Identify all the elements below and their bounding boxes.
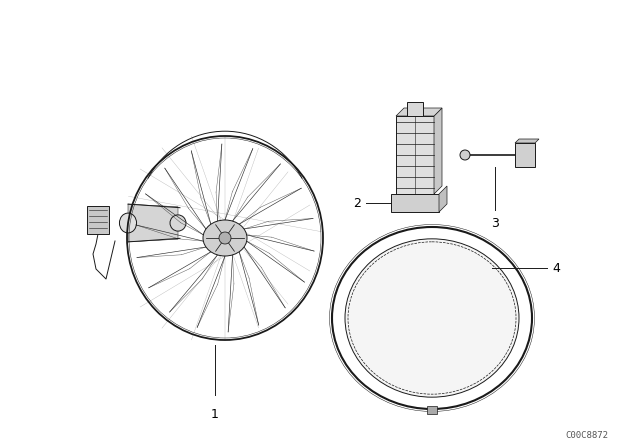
Text: 4: 4 [552, 262, 560, 275]
Polygon shape [434, 108, 442, 194]
Ellipse shape [203, 220, 247, 256]
Bar [396, 116, 434, 194]
Polygon shape [396, 108, 442, 116]
Bar [391, 194, 439, 212]
Circle shape [219, 232, 231, 244]
Text: 3: 3 [491, 217, 499, 230]
Circle shape [460, 150, 470, 160]
Polygon shape [515, 139, 539, 143]
Bar [87, 206, 109, 234]
Bar [515, 143, 535, 167]
Ellipse shape [345, 239, 519, 397]
Text: C00C8872: C00C8872 [565, 431, 608, 439]
Ellipse shape [170, 215, 186, 231]
Text: 1: 1 [211, 408, 219, 421]
Polygon shape [128, 204, 178, 242]
Text: 2: 2 [353, 197, 361, 210]
Ellipse shape [120, 213, 136, 233]
Bar [427, 406, 437, 414]
Bar [407, 102, 423, 116]
Polygon shape [439, 186, 447, 212]
